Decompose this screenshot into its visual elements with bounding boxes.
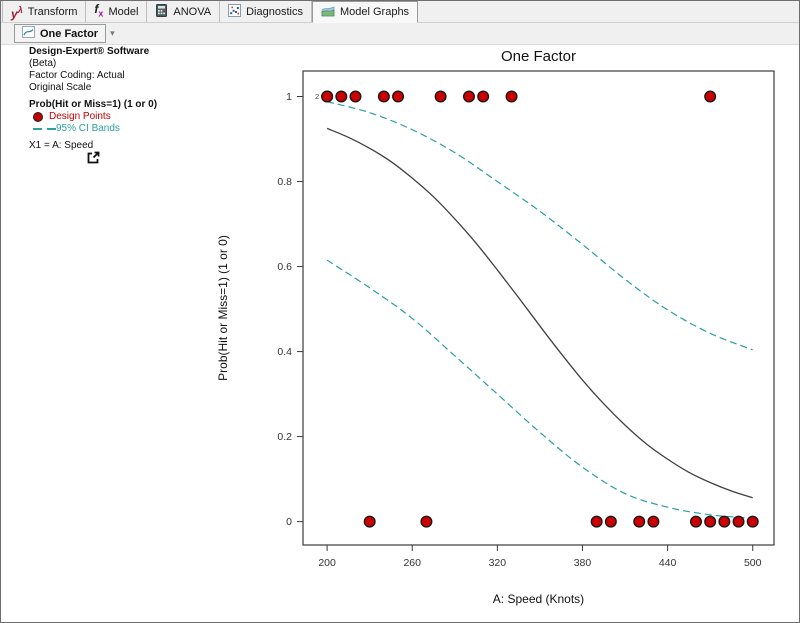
plot-frame <box>302 70 775 546</box>
x-tick-label: 260 <box>403 557 421 569</box>
design-point[interactable] <box>377 90 390 103</box>
scale-note: Original Scale <box>29 82 92 93</box>
legend-label: 95% CI Bands <box>56 123 120 134</box>
x-tick-label: 440 <box>659 557 677 569</box>
tab-model-graphs[interactable]: Model Graphs <box>311 1 419 23</box>
y-lambda-icon: yλ <box>11 4 23 21</box>
tab-anova[interactable]: ANOVA <box>147 1 221 22</box>
software-beta: (Beta) <box>29 58 57 69</box>
design-point[interactable] <box>477 90 490 103</box>
design-point[interactable] <box>434 90 447 103</box>
design-point[interactable] <box>718 515 731 528</box>
x-tick-label: 500 <box>744 557 762 569</box>
graph-area: 200 260 320 380 440 500 0 0.2 0.4 0.6 0.8 1 2 One Fa… <box>1 45 799 622</box>
y-tick-label: 0.6 <box>277 261 292 273</box>
design-point[interactable] <box>604 515 617 528</box>
tab-diagnostics[interactable]: Diagnostics <box>220 1 312 22</box>
area-chart-icon <box>321 4 335 20</box>
design-point[interactable] <box>462 90 475 103</box>
x-tick-label: 380 <box>574 557 592 569</box>
design-point[interactable] <box>321 90 334 103</box>
y-tick-label: 0.8 <box>277 176 292 188</box>
pop-out-graph-icon[interactable] <box>85 150 101 166</box>
design-point[interactable] <box>590 515 603 528</box>
tab-label: Model <box>108 5 139 18</box>
line-chart-icon <box>22 26 35 41</box>
design-point[interactable] <box>746 515 759 528</box>
design-point[interactable] <box>505 90 518 103</box>
y-tick-label: 1 <box>286 91 292 103</box>
legend-panel: Design-Expert® Software (Beta) Factor Co… <box>29 46 157 152</box>
design-point[interactable] <box>689 515 702 528</box>
x-tick-label: 200 <box>318 557 336 569</box>
chevron-down-icon[interactable]: ▾ <box>110 28 115 38</box>
ci-band-marker-icon <box>33 128 42 130</box>
tab-model[interactable]: fx Model <box>86 1 148 22</box>
legend-item-design-points: Design Points <box>33 111 157 123</box>
y-tick-label: 0 <box>286 516 292 528</box>
software-title: Design-Expert® Software <box>29 46 150 57</box>
calculator-icon <box>155 3 168 20</box>
ci-lower-curve <box>326 259 753 519</box>
ci-band-marker-icon <box>47 128 56 130</box>
subtab-label: One Factor <box>40 27 99 40</box>
design-point[interactable] <box>349 90 362 103</box>
tab-label: ANOVA <box>173 5 212 18</box>
factor-coding: Factor Coding: Actual <box>29 70 125 81</box>
legend-item-ci-bands: 95% CI Bands <box>33 123 157 135</box>
overlap-count-label: 2 <box>315 92 319 101</box>
design-point[interactable] <box>363 515 376 528</box>
factor-note: X1 = A: Speed <box>29 140 94 151</box>
one-factor-plot: 200 260 320 380 440 500 0 0.2 0.4 0.6 0.8 1 2 <box>277 70 775 569</box>
y-axis-label: Prob(Hit or Miss=1) (1 or 0) <box>216 235 230 381</box>
chart-title: One Factor <box>500 48 577 65</box>
fx-icon: fx <box>94 2 104 19</box>
design-point[interactable] <box>647 515 660 528</box>
design-point[interactable] <box>732 515 745 528</box>
design-point[interactable] <box>392 90 405 103</box>
design-point[interactable] <box>633 515 646 528</box>
tab-label: Model Graphs <box>339 6 410 18</box>
tab-label: Transform <box>27 5 78 18</box>
scatter-icon <box>228 3 242 20</box>
tab-one-factor[interactable]: One Factor <box>14 24 107 43</box>
prediction-curve <box>326 127 753 499</box>
design-point-marker-icon <box>33 112 43 122</box>
response-name: Prob(Hit or Miss=1) (1 or 0) <box>29 99 158 110</box>
tab-label: Diagnostics <box>246 5 303 18</box>
x-tick-label: 320 <box>489 557 507 569</box>
design-point[interactable] <box>704 515 717 528</box>
graph-tab-bar: One Factor ▾ <box>1 23 799 45</box>
design-point[interactable] <box>420 515 433 528</box>
design-point[interactable] <box>704 90 717 103</box>
tab-transform[interactable]: yλ Transform <box>2 1 87 22</box>
y-tick-label: 0.4 <box>277 346 292 358</box>
design-point[interactable] <box>335 90 348 103</box>
ci-upper-curve <box>326 101 753 351</box>
main-tab-bar: yλ Transform fx Model ANOVA <box>1 1 799 23</box>
x-axis-label: A: Speed (Knots) <box>492 592 585 606</box>
legend-label: Design Points <box>49 111 111 122</box>
y-tick-label: 0.2 <box>277 431 292 443</box>
